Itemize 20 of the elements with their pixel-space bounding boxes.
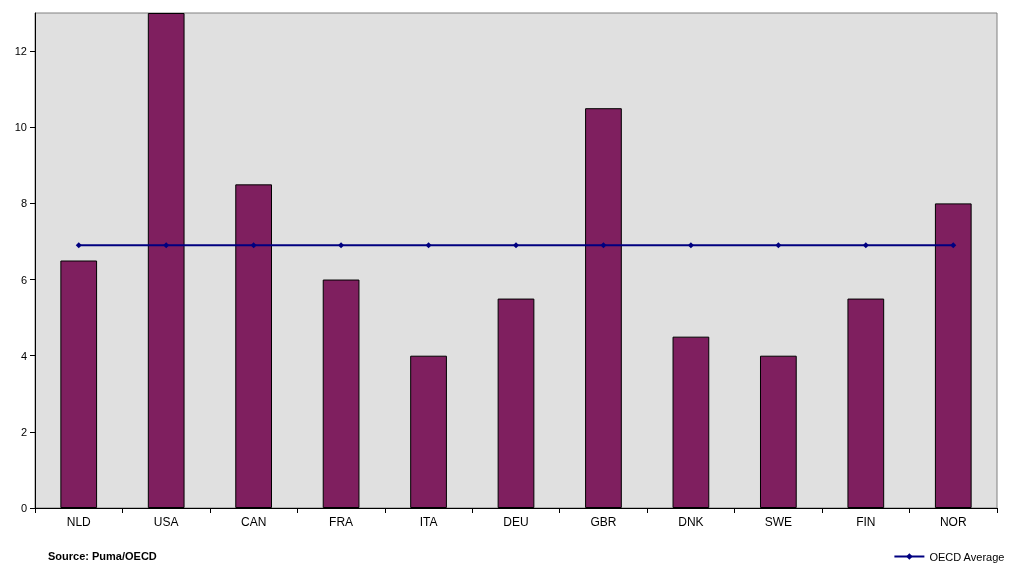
- y-tick-label: 10: [14, 121, 27, 134]
- x-tick-label: DNK: [678, 515, 704, 529]
- y-tick-label: 4: [20, 349, 27, 362]
- x-tick-label: USA: [153, 515, 179, 529]
- x-tick-label: FIN: [856, 515, 876, 529]
- x-tick-label: GBR: [590, 515, 617, 529]
- x-tick-label: SWE: [764, 515, 793, 529]
- y-tick-label: 12: [14, 45, 27, 58]
- x-tick-label: NLD: [66, 515, 92, 529]
- x-tick-label: NOR: [939, 515, 967, 529]
- x-tick-label: ITA: [419, 515, 438, 529]
- x-tick-label: DEU: [503, 515, 529, 529]
- source-note: Source: Puma/OECD: [48, 549, 157, 562]
- y-tick-label: 8: [20, 197, 27, 210]
- legend-label: OECD Average: [929, 550, 1005, 563]
- y-tick-label: 2: [20, 425, 27, 438]
- y-tick-label: 6: [20, 273, 27, 286]
- x-tick-label: FRA: [329, 515, 354, 529]
- y-tick-label: 0: [20, 502, 27, 514]
- x-tick-label: CAN: [240, 515, 267, 529]
